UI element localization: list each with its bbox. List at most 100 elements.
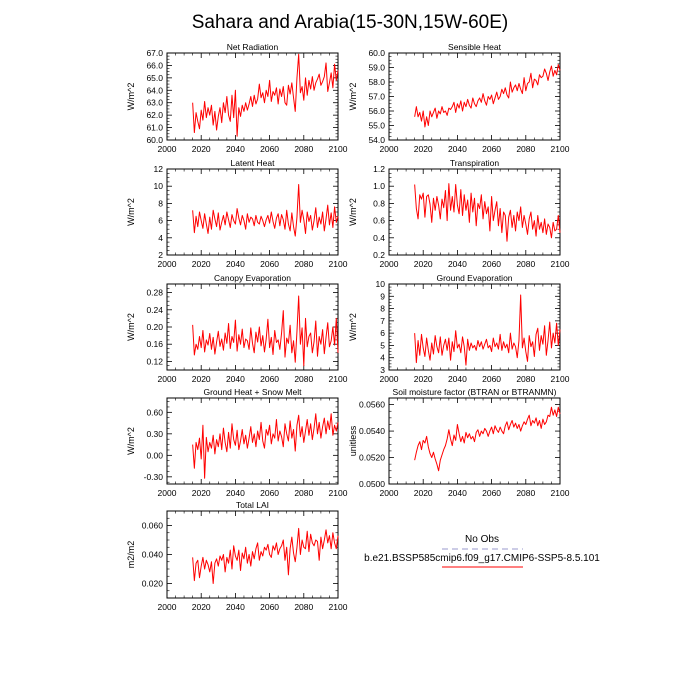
- y-tick-label: 0.60: [146, 407, 163, 417]
- y-tick-label: 10: [376, 279, 386, 289]
- x-tick-label: 2040: [448, 374, 467, 384]
- y-tick-label: 2: [158, 250, 163, 260]
- y-tick-label: 0.0560: [359, 400, 385, 410]
- y-tick-label: 54.0: [368, 135, 385, 145]
- y-tick-label: 0.040: [142, 550, 164, 560]
- x-tick-label: 2000: [158, 144, 177, 154]
- y-axis-label: W/m^2: [126, 427, 136, 455]
- series-line: [192, 295, 339, 367]
- x-tick-label: 2040: [448, 488, 467, 498]
- y-tick-label: 58.0: [368, 77, 385, 87]
- x-tick-label: 2000: [380, 259, 399, 269]
- x-tick-label: 2100: [329, 259, 348, 269]
- panel-title: Canopy Evaporation: [214, 273, 291, 283]
- y-tick-label: 4: [158, 233, 163, 243]
- x-tick-label: 2040: [226, 602, 245, 612]
- chart-panel-1: Net Radiation W/m^2 2000 2020 2040 2060 2080 21…: [126, 42, 348, 154]
- plot-frame: [388, 52, 561, 141]
- x-tick-label: 2040: [448, 259, 467, 269]
- y-axis-label: W/m^2: [126, 198, 136, 226]
- panel-title: Soil moisture factor (BTRAN or BTRANMN): [393, 387, 557, 397]
- x-tick-label: 2080: [294, 602, 313, 612]
- x-tick-label: 2020: [414, 374, 433, 384]
- y-tick-label: 62.0: [146, 110, 163, 120]
- chart-panel-8: Soil moisture factor (BTRAN or BTRANMN) u…: [348, 387, 570, 498]
- x-tick-label: 2020: [192, 488, 211, 498]
- y-tick-label: 0.20: [146, 322, 163, 332]
- series-line: [414, 183, 561, 242]
- series-line: [192, 527, 339, 584]
- x-tick-label: 2080: [516, 144, 535, 154]
- x-tick-label: 2100: [329, 144, 348, 154]
- y-tick-label: 59.0: [368, 63, 385, 73]
- x-tick-label: 2100: [551, 488, 570, 498]
- x-tick-label: 2000: [158, 259, 177, 269]
- x-tick-label: 2040: [226, 374, 245, 384]
- y-axis-label: W/m^2: [126, 313, 136, 341]
- y-tick-label: 12: [154, 164, 164, 174]
- y-tick-label: 8: [158, 198, 163, 208]
- y-tick-label: 0.0520: [359, 453, 385, 463]
- y-tick-label: 6: [158, 216, 163, 226]
- y-tick-label: 0.2: [373, 250, 385, 260]
- panel-title: Total LAI: [236, 500, 269, 510]
- y-axis-label: unitless: [348, 425, 358, 456]
- y-tick-label: 60.0: [368, 48, 385, 58]
- y-tick-label: 0.00: [146, 450, 163, 460]
- series-line: [414, 406, 561, 472]
- legend-obs-label: No Obs: [465, 534, 499, 545]
- y-tick-label: 6: [380, 328, 385, 338]
- panel-title: Ground Evaporation: [436, 273, 512, 283]
- y-axis-label: W/m^2: [348, 83, 358, 111]
- y-axis-label: W/m^2: [126, 83, 136, 111]
- x-tick-label: 2020: [192, 374, 211, 384]
- x-tick-label: 2060: [260, 602, 279, 612]
- y-tick-label: 60.0: [146, 135, 163, 145]
- y-axis-label: W/m^2: [348, 313, 358, 341]
- y-tick-label: 0.060: [142, 521, 164, 531]
- x-tick-label: 2100: [551, 144, 570, 154]
- chart-panel-3: Latent Heat W/m^2 2000 2020 2040 2060 2080 2100…: [126, 158, 348, 269]
- x-tick-label: 2040: [448, 144, 467, 154]
- series-line: [414, 64, 561, 128]
- x-tick-label: 2080: [516, 374, 535, 384]
- x-tick-label: 2000: [380, 374, 399, 384]
- y-tick-label: 67.0: [146, 48, 163, 58]
- series-line: [414, 294, 561, 366]
- y-tick-label: 63.0: [146, 98, 163, 108]
- x-tick-label: 2060: [482, 259, 501, 269]
- legend: No Obs b.e21.BSSP585cmip6.f09_g17.CMIP6-…: [364, 534, 600, 568]
- x-tick-label: 2080: [516, 259, 535, 269]
- chart-panel-7: Ground Heat + Snow Melt W/m^2 2000 2020 2040…: [126, 387, 348, 498]
- legend-model-label: b.e21.BSSP585cmip6.f09_g17.CMIP6-SSP5-8.…: [364, 553, 600, 564]
- x-tick-label: 2080: [294, 374, 313, 384]
- y-tick-label: 0.020: [142, 579, 164, 589]
- chart-panel-5: Canopy Evaporation W/m^2 2000 2020 2040 2060 2…: [126, 273, 348, 384]
- panel-title: Net Radiation: [227, 42, 279, 52]
- y-tick-label: 0.0540: [359, 426, 385, 436]
- chart-panel-4: Transpiration W/m^2 2000 2020 2040 2060 2080 21…: [348, 158, 570, 269]
- y-tick-label: 5: [380, 340, 385, 350]
- y-tick-label: 0.28: [146, 288, 163, 298]
- y-axis-label: m2/m2: [126, 541, 136, 569]
- y-tick-label: 9: [380, 291, 385, 301]
- x-tick-label: 2060: [260, 144, 279, 154]
- y-tick-label: 56.0: [368, 106, 385, 116]
- y-tick-label: -0.30: [144, 472, 164, 482]
- x-tick-label: 2080: [516, 488, 535, 498]
- y-tick-label: 61.0: [146, 123, 163, 133]
- plot-frame: [166, 52, 339, 141]
- y-tick-label: 0.4: [373, 233, 385, 243]
- x-tick-label: 2020: [192, 144, 211, 154]
- x-tick-label: 2000: [380, 488, 399, 498]
- figure-title: Sahara and Arabia(15-30N,15W-60E): [192, 12, 509, 33]
- x-tick-label: 2100: [329, 602, 348, 612]
- y-tick-label: 1.0: [373, 181, 385, 191]
- x-tick-label: 2060: [482, 488, 501, 498]
- x-tick-label: 2100: [551, 374, 570, 384]
- x-tick-label: 2060: [260, 488, 279, 498]
- x-tick-label: 2000: [158, 374, 177, 384]
- y-tick-label: 7: [380, 316, 385, 326]
